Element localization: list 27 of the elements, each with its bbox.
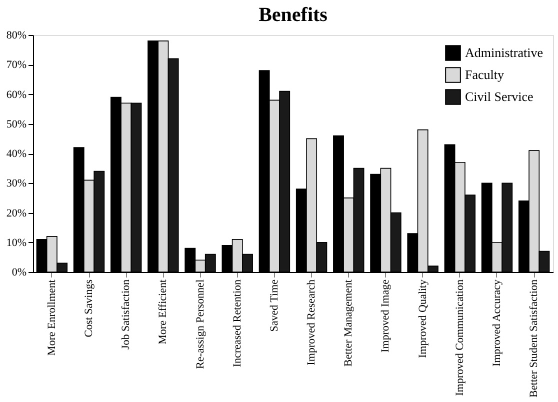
x-tick-label: Saved Time [268, 279, 280, 332]
y-tick-label: 40% [6, 148, 26, 160]
x-tick-label: Re-assign Personnel [194, 280, 206, 370]
x-tick-label: Improved Communication [454, 279, 466, 396]
legend-label: Administrative [465, 45, 544, 60]
x-tick-label: More Efficient [157, 280, 170, 344]
legend-label: Faculty [465, 67, 504, 82]
y-tick-label: 20% [6, 207, 26, 220]
x-tick-label: Improved Image [380, 279, 392, 352]
x-tick-label: Improved Research [306, 279, 318, 366]
x-tick-label: Better Student Satisfaction [528, 279, 540, 398]
y-tick-label: 10% [6, 236, 26, 249]
y-tick-label: 80% [6, 30, 26, 42]
x-tick-label: Improved Accuracy [490, 279, 503, 367]
y-tick-label: 60% [6, 88, 26, 101]
legend-label: Civil Service [465, 89, 534, 104]
x-tick-label: More Enrollment [46, 280, 58, 356]
y-tick-label: 30% [6, 178, 26, 190]
x-tick-label: Improved Quality [416, 279, 429, 358]
x-tick-label: Job Satisfaction [120, 279, 132, 350]
y-tick-label: 70% [6, 59, 26, 72]
chart-title: Benefits [258, 4, 328, 26]
x-tick-label: Better Management [342, 280, 355, 367]
x-tick-label: Cost Savings [83, 280, 96, 338]
x-tick-label: Increased Retention [231, 279, 244, 368]
y-tick-label: 0% [12, 266, 26, 278]
y-tick-label: 50% [6, 118, 26, 130]
